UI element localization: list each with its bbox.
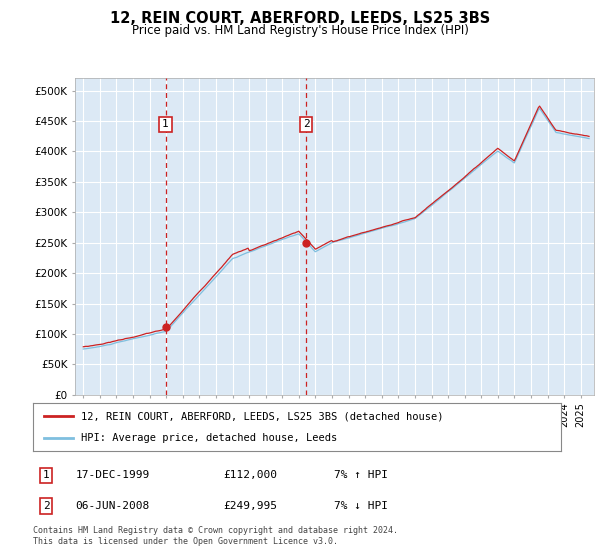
Text: HPI: Average price, detached house, Leeds: HPI: Average price, detached house, Leed… — [80, 433, 337, 443]
Text: 7% ↑ HPI: 7% ↑ HPI — [334, 470, 388, 480]
Text: 06-JUN-2008: 06-JUN-2008 — [75, 501, 149, 511]
Text: 2: 2 — [303, 119, 310, 129]
Text: 7% ↓ HPI: 7% ↓ HPI — [334, 501, 388, 511]
Text: 1: 1 — [162, 119, 169, 129]
Text: 17-DEC-1999: 17-DEC-1999 — [75, 470, 149, 480]
Text: £249,995: £249,995 — [223, 501, 277, 511]
Text: £112,000: £112,000 — [223, 470, 277, 480]
Text: Contains HM Land Registry data © Crown copyright and database right 2024.
This d: Contains HM Land Registry data © Crown c… — [33, 526, 398, 546]
Text: Price paid vs. HM Land Registry's House Price Index (HPI): Price paid vs. HM Land Registry's House … — [131, 24, 469, 36]
Text: 12, REIN COURT, ABERFORD, LEEDS, LS25 3BS (detached house): 12, REIN COURT, ABERFORD, LEEDS, LS25 3B… — [80, 411, 443, 421]
Text: 1: 1 — [43, 470, 50, 480]
Text: 12, REIN COURT, ABERFORD, LEEDS, LS25 3BS: 12, REIN COURT, ABERFORD, LEEDS, LS25 3B… — [110, 11, 490, 26]
Text: 2: 2 — [43, 501, 50, 511]
